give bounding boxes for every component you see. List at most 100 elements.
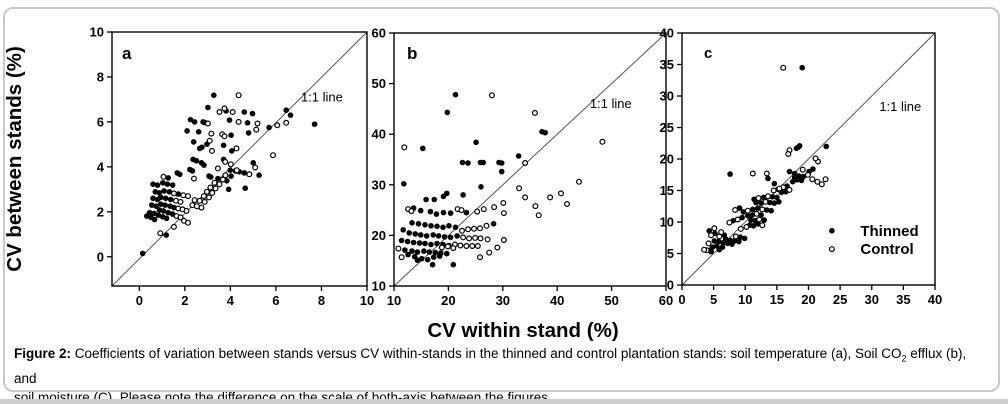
thinned-point xyxy=(283,107,290,113)
thinned-point xyxy=(409,248,415,254)
control-point xyxy=(191,197,198,204)
thinned-point xyxy=(406,230,413,236)
thinned-point xyxy=(450,261,457,268)
panel-letter: c xyxy=(704,45,712,62)
thinned-point xyxy=(454,233,460,239)
caption-text-a: Coefficients of variation between stands… xyxy=(71,346,902,361)
thinned-point xyxy=(242,185,248,191)
control-point xyxy=(477,225,484,232)
control-point xyxy=(770,187,777,194)
thinned-point xyxy=(164,181,171,187)
thinned-point xyxy=(750,223,757,229)
control-point xyxy=(726,219,733,226)
control-point xyxy=(170,190,177,197)
thinned-point xyxy=(480,159,487,166)
control-point xyxy=(183,207,190,214)
x-tick-label: 20 xyxy=(441,293,455,308)
control-point xyxy=(450,245,457,252)
page-edge-strip xyxy=(0,399,1008,404)
control-point xyxy=(472,234,479,241)
thinned-point xyxy=(749,212,755,218)
thinned-point xyxy=(414,249,421,255)
thinned-point xyxy=(160,208,167,214)
control-point xyxy=(488,92,495,99)
control-point xyxy=(203,188,210,195)
control-point xyxy=(185,219,192,226)
control-point xyxy=(209,189,216,196)
control-point xyxy=(196,197,203,204)
control-point xyxy=(516,185,523,192)
control-point xyxy=(786,186,793,193)
thinned-point xyxy=(150,181,156,187)
thinned-point xyxy=(478,184,484,190)
control-point xyxy=(711,225,718,232)
thinned-point xyxy=(401,181,407,187)
control-point xyxy=(229,108,236,115)
control-point xyxy=(457,242,464,249)
thinned-point xyxy=(447,234,454,241)
x-tick-label: 8 xyxy=(318,293,325,308)
y-tick-label: 30 xyxy=(372,177,386,192)
thinned-point xyxy=(167,196,174,203)
one-to-one-line xyxy=(393,32,667,287)
legend-control-marker xyxy=(828,246,835,253)
thinned-point xyxy=(452,224,459,231)
thinned-point xyxy=(402,247,408,253)
thinned-point xyxy=(187,116,194,123)
caption-line-1: Figure 2: Coefficients of variation betw… xyxy=(14,344,992,388)
control-point xyxy=(235,118,242,125)
thinned-point xyxy=(422,240,428,247)
control-point xyxy=(483,222,490,229)
y-tick-label: 8 xyxy=(97,69,104,84)
thinned-point xyxy=(428,241,434,248)
thinned-point xyxy=(727,237,733,244)
thinned-point xyxy=(417,232,424,238)
thinned-point xyxy=(244,120,251,126)
control-point xyxy=(744,207,751,214)
thinned-point xyxy=(409,220,415,226)
thinned-point xyxy=(411,253,418,260)
control-point xyxy=(463,243,470,250)
control-point xyxy=(222,158,229,165)
thinned-point xyxy=(249,110,256,117)
control-point xyxy=(500,237,507,244)
thinned-point xyxy=(791,170,798,177)
control-point xyxy=(157,230,164,237)
thinned-point xyxy=(430,232,437,238)
thinned-point xyxy=(398,237,405,244)
control-point xyxy=(438,244,445,251)
thinned-point xyxy=(193,158,200,164)
thinned-point xyxy=(154,182,161,188)
thinned-point xyxy=(149,202,155,208)
thinned-point xyxy=(741,235,748,242)
control-point xyxy=(822,176,829,183)
control-point xyxy=(486,249,493,256)
thinned-point xyxy=(431,196,438,203)
x-tick-label: 40 xyxy=(550,293,564,308)
control-point xyxy=(705,240,712,247)
thinned-point xyxy=(758,212,764,218)
thinned-point xyxy=(435,233,442,239)
thinned-point xyxy=(498,160,505,166)
control-point xyxy=(763,170,770,177)
control-point xyxy=(480,206,487,213)
thinned-point xyxy=(706,228,712,234)
y-tick-label: 10 xyxy=(372,279,386,294)
thinned-point xyxy=(463,209,470,216)
figure-caption: Figure 2: Coefficients of variation betw… xyxy=(14,344,992,404)
thinned-point xyxy=(771,180,778,187)
thinned-point xyxy=(434,240,440,247)
control-point xyxy=(206,194,213,201)
control-point xyxy=(444,243,451,250)
thinned-point xyxy=(789,178,796,185)
control-point xyxy=(401,144,408,151)
thinned-point xyxy=(146,209,153,216)
control-point xyxy=(177,214,184,221)
thinned-point xyxy=(737,234,743,240)
y-tick-label: 40 xyxy=(372,127,386,142)
y-tick-label: 10 xyxy=(660,215,674,230)
thinned-point xyxy=(767,199,773,206)
thinned-point xyxy=(760,194,767,201)
